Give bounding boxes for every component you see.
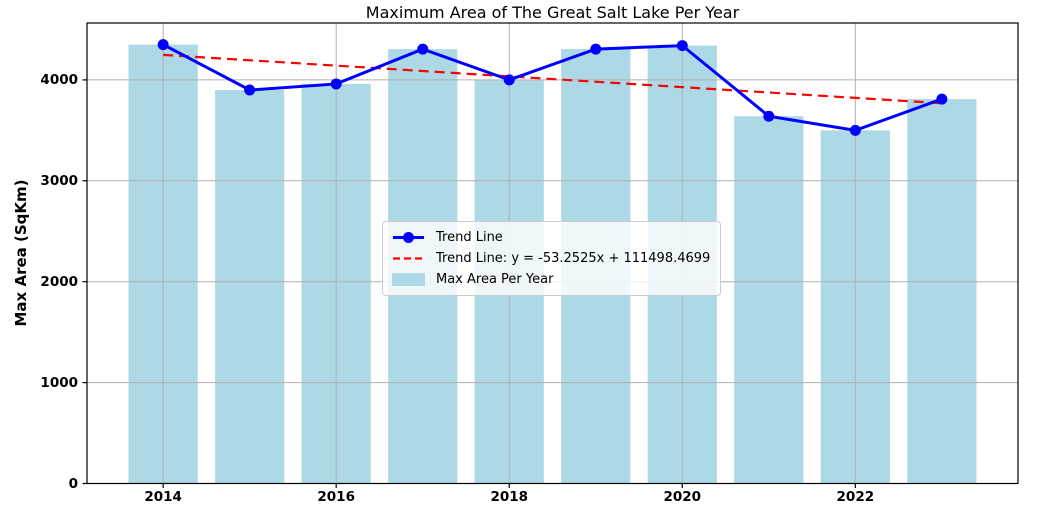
x-tick-label-2018: 2018 — [490, 489, 529, 505]
legend-label-trend-line: Trend Line — [436, 230, 503, 245]
x-tick-label-2022: 2022 — [836, 489, 875, 505]
y-tick-label-4000: 4000 — [40, 71, 78, 88]
trend-regression-line — [163, 53, 942, 105]
red-dashed-line-icon — [393, 257, 424, 260]
marker-2016 — [330, 78, 342, 90]
legend-label-max-area: Max Area Per Year — [436, 272, 554, 287]
marker-2015 — [244, 84, 256, 96]
chart-title: Maximum Area of The Great Salt Lake Per … — [365, 3, 740, 22]
y-axis-label: Max Area (SqKm) — [12, 179, 30, 327]
blue-line-marker-icon — [393, 232, 424, 243]
y-tick-label-2000: 2000 — [40, 273, 78, 290]
legend-item-trend-equation: Trend Line: y = -53.2525x + 111498.4699 — [392, 250, 710, 267]
legend: Trend Line Trend Line: y = -53.2525x + 1… — [382, 221, 722, 296]
marker-2014 — [157, 39, 169, 51]
data-line — [162, 43, 943, 132]
legend-item-max-area: Max Area Per Year — [392, 271, 710, 288]
y-tick-label-1000: 1000 — [40, 374, 78, 391]
axes-spines — [86, 22, 1019, 485]
legend-item-trend-line: Trend Line — [392, 229, 710, 246]
legend-label-trend-equation: Trend Line: y = -53.2525x + 111498.4699 — [436, 251, 711, 266]
marker-2017 — [417, 43, 429, 55]
marker-2021 — [763, 110, 775, 122]
x-tick-label-2020: 2020 — [663, 489, 702, 505]
bar-2021 — [734, 116, 804, 484]
marker-2018 — [503, 74, 515, 86]
y-tick-label-3000: 3000 — [40, 172, 78, 189]
marker-2022 — [849, 124, 861, 136]
marker-2023 — [936, 93, 948, 105]
data-markers — [157, 39, 948, 136]
tick-marks — [82, 79, 856, 488]
marker-2020 — [676, 40, 688, 52]
y-tick-label-0: 0 — [68, 475, 78, 492]
x-tick-label-2016: 2016 — [317, 489, 355, 505]
marker-2019 — [590, 43, 602, 55]
lightblue-patch-icon — [392, 273, 425, 286]
bar-2015 — [215, 89, 285, 484]
bar-2023 — [907, 99, 977, 484]
x-tick-label-2014: 2014 — [144, 489, 182, 505]
